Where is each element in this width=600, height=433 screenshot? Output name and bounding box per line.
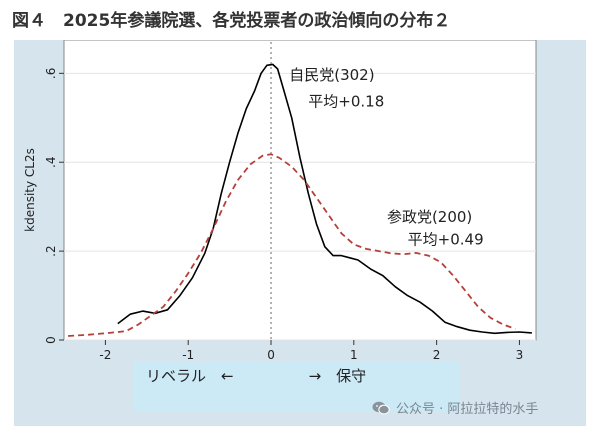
x-tick-label: 2: [433, 348, 441, 362]
plot-area: [63, 40, 537, 341]
axis-layer: -2 -1 0 1 2 3 0 .2 .4 .6: [44, 68, 523, 362]
x-tick-label: -2: [99, 348, 111, 362]
y-axis-label: kdensity CL2s: [23, 148, 37, 232]
series-line-ldp: [117, 63, 532, 335]
annotation-layer: 自民党(302) 平均+0.18 参政党(200) 平均+0.49: [289, 66, 483, 248]
y-tick-label: .6: [44, 68, 58, 79]
y-tick-label: .4: [44, 156, 58, 167]
density-chart: -2 -1 0 1 2 3 0 .2 .4 .6 自民党(302) 平均+0.18 参政党(200) 平…: [23, 40, 537, 411]
annotation-san-name: 参政党(200): [387, 208, 472, 226]
grid-layer: [64, 72, 536, 341]
x-tick-label: 3: [516, 348, 524, 362]
x-tick-label: 0: [267, 348, 275, 362]
annotation-ldp-name: 自民党(302): [289, 66, 374, 84]
annotation-san-mean: 平均+0.49: [408, 230, 484, 248]
figure-title: 図４ 2025年参議院選、各党投票者の政治傾向の分布２: [12, 11, 451, 31]
plot-panel: -2 -1 0 1 2 3 0 .2 .4 .6 自民党(302) 平均+0.18 参政党(200) 平…: [14, 40, 586, 426]
y-tick-label: 0: [44, 336, 58, 344]
annotation-ldp-mean: 平均+0.18: [308, 93, 384, 111]
y-tick-label: .2: [44, 245, 58, 256]
political-axis-label: リベラル ← → 保守: [146, 367, 366, 385]
watermark-text: 公众号 · 阿拉拉特的水手: [396, 402, 539, 417]
series-layer: [68, 63, 532, 337]
political-axis-band: [134, 361, 460, 411]
x-tick-label: 1: [350, 348, 358, 362]
watermark: 公众号 · 阿拉拉特的水手: [372, 398, 538, 417]
series-line-sansei: [68, 153, 516, 337]
wechat-icon: [372, 401, 390, 414]
x-tick-label: -1: [182, 348, 194, 362]
